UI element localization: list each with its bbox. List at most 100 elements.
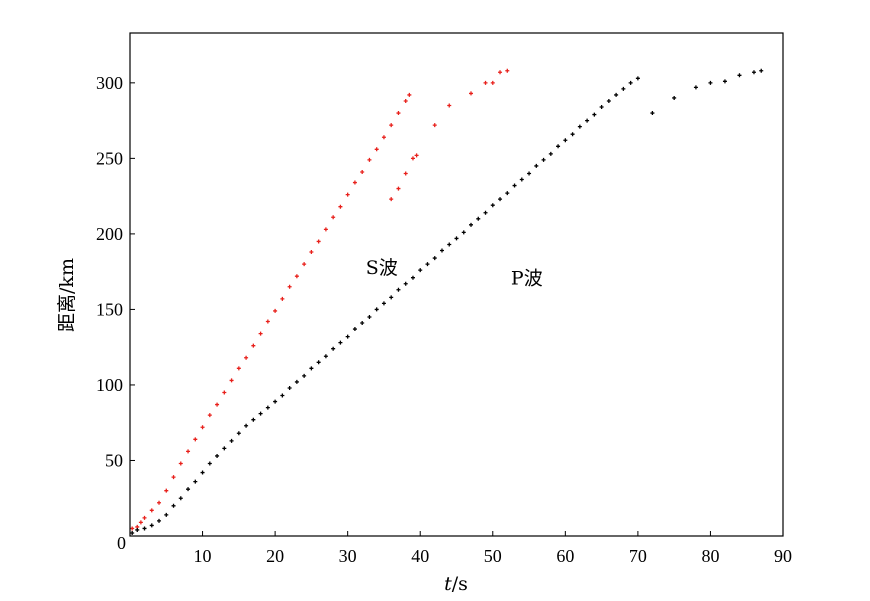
p-wave-point: [541, 157, 546, 162]
s-wave-point: [360, 169, 365, 174]
p-wave-point: [309, 366, 314, 371]
p-wave-point: [200, 470, 205, 475]
p-wave-point: [599, 105, 604, 110]
p-wave-point: [563, 138, 568, 143]
p-wave-point: [186, 487, 191, 492]
p-wave-point: [708, 80, 713, 85]
s-wave-point: [407, 92, 412, 97]
p-wave-point: [439, 248, 444, 253]
p-wave-point: [302, 373, 307, 378]
p-wave-point: [447, 242, 452, 247]
p-wave-point: [512, 183, 517, 188]
p-wave-point: [759, 68, 764, 73]
s-wave-point: [352, 180, 357, 185]
p-wave-point: [592, 112, 597, 117]
s-wave-point: [171, 475, 176, 480]
p-wave-point: [483, 210, 488, 215]
y-tick-label: 150: [96, 299, 123, 319]
s-wave-point: [244, 355, 249, 360]
p-wave-point: [410, 275, 415, 280]
s-wave-point: [273, 308, 278, 313]
s-wave-point: [138, 520, 143, 525]
p-wave-point: [142, 526, 147, 531]
s-wave-point: [302, 262, 307, 267]
p-wave-point: [331, 346, 336, 351]
p-wave-point: [548, 151, 553, 156]
s-wave-point: [157, 500, 162, 505]
p-wave-point: [229, 438, 234, 443]
x-tick-label: 90: [774, 546, 792, 566]
s-wave-point: [265, 319, 270, 324]
p-wave-point: [570, 132, 575, 137]
p-wave-point: [425, 262, 430, 267]
p-wave-point: [418, 268, 423, 273]
x-tick-label: 70: [629, 546, 647, 566]
s-wave-point: [483, 80, 488, 85]
s-wave-point: [410, 156, 415, 161]
p-wave-point: [130, 530, 135, 535]
p-wave-point: [432, 256, 437, 261]
s-wave-point: [490, 80, 495, 85]
y-zero-label: 0: [117, 533, 126, 553]
s-wave-point: [142, 515, 147, 520]
y-tick-label: 300: [96, 73, 123, 93]
p-wave-point: [178, 496, 183, 501]
p-wave-point: [454, 236, 459, 241]
s-wave-point: [403, 98, 408, 103]
p-wave-point: [338, 340, 343, 345]
p-wave-point: [389, 295, 394, 300]
p-wave-point: [273, 399, 278, 404]
s-wave-point: [200, 425, 205, 430]
s-wave-point: [178, 461, 183, 466]
p-wave-point: [628, 80, 633, 85]
s-wave-point: [432, 123, 437, 128]
p-wave-point: [556, 144, 561, 149]
p-wave-point: [403, 281, 408, 286]
y-tick-label: 250: [96, 148, 123, 168]
x-axis-title-rest: /s: [452, 573, 468, 595]
p-wave-point: [135, 527, 140, 532]
s-wave-point: [367, 157, 372, 162]
s-wave-point: [164, 488, 169, 493]
p-wave-point: [490, 203, 495, 208]
p-wave-point: [374, 307, 379, 312]
p-wave-point: [650, 111, 655, 116]
p-wave-point: [215, 453, 220, 458]
p-wave-point: [693, 85, 698, 90]
p-wave-point: [519, 177, 524, 182]
p-wave-point: [258, 411, 263, 416]
s-wave-point: [505, 68, 510, 73]
p-wave-point: [534, 163, 539, 168]
x-tick-label: 30: [339, 546, 357, 566]
s-wave-point: [469, 91, 474, 96]
p-wave-point: [360, 321, 365, 326]
s-wave-point: [222, 390, 227, 395]
p-wave-point: [498, 197, 503, 202]
p-wave-point: [476, 216, 481, 221]
s-wave-point: [258, 331, 263, 336]
p-wave-point: [505, 191, 510, 196]
p-wave-point: [316, 360, 321, 365]
p-wave-point: [149, 523, 154, 528]
s-wave-point: [396, 186, 401, 191]
p-wave-point: [171, 503, 176, 508]
s-wave-point: [287, 284, 292, 289]
s-wave-point: [280, 296, 285, 301]
p-wave-point: [280, 393, 285, 398]
p-wave-point: [621, 86, 626, 91]
p-wave-point: [294, 379, 299, 384]
p-wave-point: [577, 124, 582, 129]
s-wave-point: [130, 526, 135, 531]
p-wave-point: [244, 423, 249, 428]
p-wave-point: [672, 95, 677, 100]
x-tick-label: 10: [194, 546, 212, 566]
s-wave-point: [309, 250, 314, 255]
s-wave-point: [389, 197, 394, 202]
s-wave-point: [316, 239, 321, 244]
s-wave-point: [414, 153, 419, 158]
p-wave-point: [469, 222, 474, 227]
p-wave-point: [323, 354, 328, 359]
p-wave-point: [157, 518, 162, 523]
x-axis-title: t/s: [444, 573, 468, 595]
s-wave-point: [323, 227, 328, 232]
